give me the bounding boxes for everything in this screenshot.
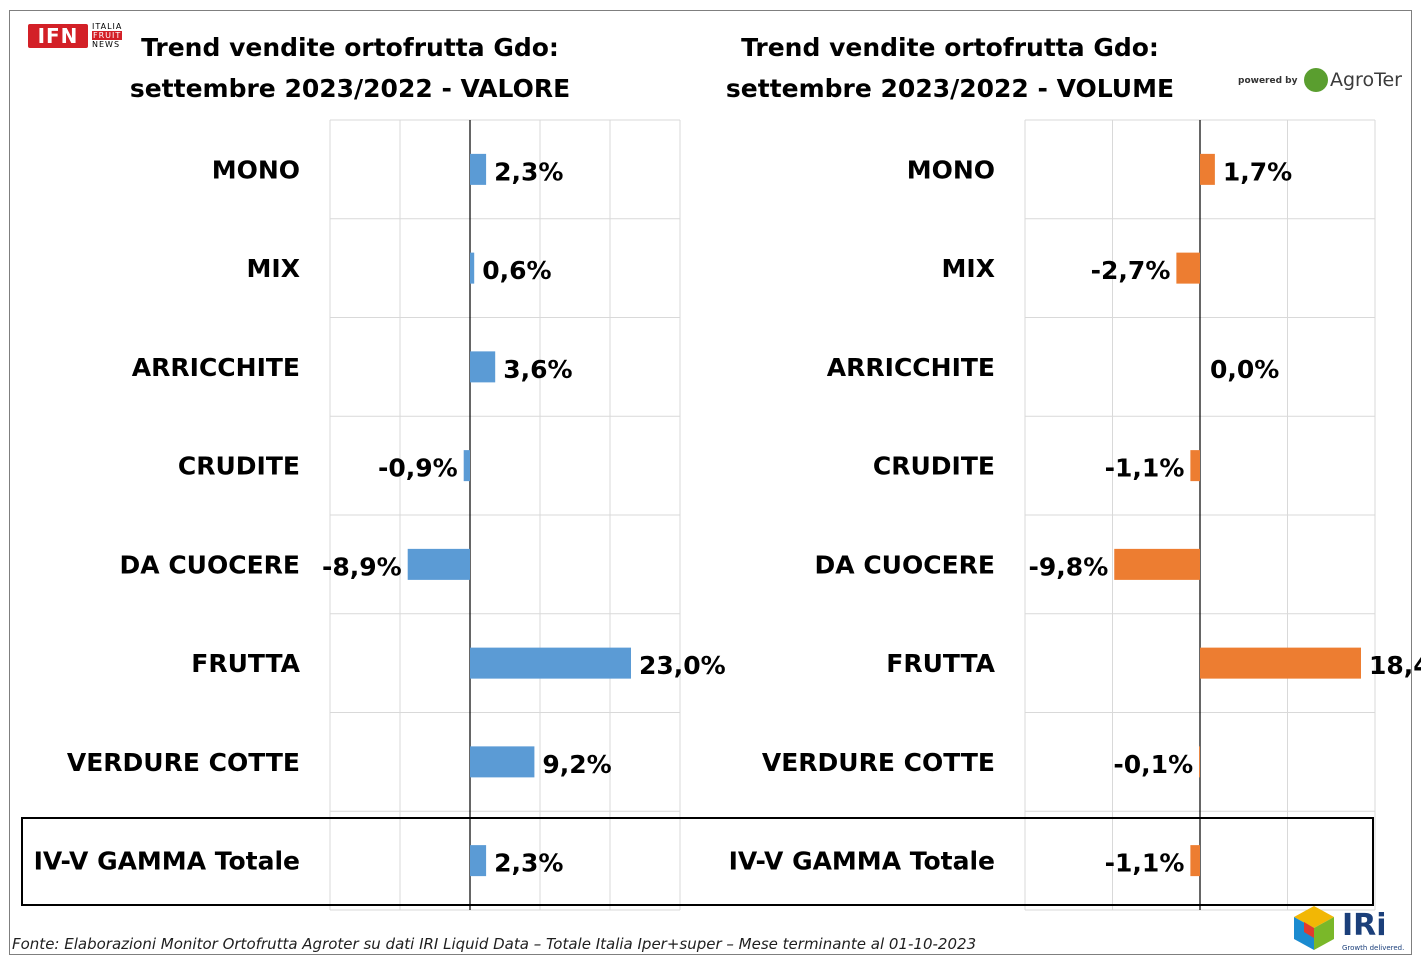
volume-category-label-4: DA CUOCERE xyxy=(815,550,995,579)
iri-logo-text: IRi xyxy=(1342,908,1387,943)
volume-data-label-0: 1,7% xyxy=(1223,157,1292,186)
total-row-highlight-box xyxy=(21,817,1374,906)
source-note: Fonte: Elaborazioni Monitor Ortofrutta A… xyxy=(12,935,977,953)
volume-category-label-3: CRUDITE xyxy=(873,452,995,481)
ifn-logo-subtext: ITALIA FRUIT NEWS xyxy=(92,22,123,49)
iri-tagline: Growth delivered. xyxy=(1342,944,1405,952)
volume-category-label-7: IV-V GAMMA Totale xyxy=(729,847,995,876)
valore-data-label-7: 2,3% xyxy=(494,849,563,878)
ifn-logo-text: IFN xyxy=(28,24,88,48)
valore-category-label-0: MONO xyxy=(212,155,300,184)
valore-bar-3 xyxy=(463,450,470,482)
volume-data-label-6: -0,1% xyxy=(1113,750,1193,779)
volume-bar-6 xyxy=(1199,746,1200,778)
valore-data-label-6: 9,2% xyxy=(542,750,611,779)
valore-bar-4 xyxy=(407,548,470,580)
volume-category-label-6: VERDURE COTTE xyxy=(762,748,995,777)
volume-bar-4 xyxy=(1114,548,1200,580)
volume-bar-3 xyxy=(1190,450,1200,482)
valore-bar-1 xyxy=(470,252,475,284)
valore-category-label-2: ARRICCHITE xyxy=(132,353,300,382)
chart-frame xyxy=(9,10,1412,955)
leaf-icon xyxy=(1304,68,1328,92)
ifn-logo: IFN ITALIA FRUIT NEWS xyxy=(28,22,132,50)
valore-bar-5 xyxy=(470,647,631,679)
volume-bar-5 xyxy=(1200,647,1361,679)
iri-cube-icon xyxy=(1294,906,1334,950)
valore-bar-2 xyxy=(470,351,496,383)
valore-category-label-1: MIX xyxy=(247,254,300,283)
volume-data-label-4: -9,8% xyxy=(1029,552,1109,581)
iri-logo: IRi Growth delivered. xyxy=(1292,904,1412,956)
valore-bar-7 xyxy=(470,845,487,877)
valore-bar-0 xyxy=(470,153,487,185)
agroter-logo-text: AgroTer xyxy=(1330,69,1402,91)
valore-data-label-4: -8,9% xyxy=(322,552,402,581)
volume-bar-1 xyxy=(1176,252,1200,284)
valore-category-label-4: DA CUOCERE xyxy=(120,550,300,579)
volume-category-label-1: MIX xyxy=(942,254,995,283)
valore-data-label-1: 0,6% xyxy=(482,256,551,285)
valore-data-label-2: 3,6% xyxy=(503,355,572,384)
volume-data-label-2: 0,0% xyxy=(1210,355,1279,384)
volume-data-label-5: 18,4% xyxy=(1369,651,1421,680)
volume-bar-0 xyxy=(1200,153,1215,185)
volume-data-label-3: -1,1% xyxy=(1105,454,1185,483)
valore-bar-6 xyxy=(470,746,535,778)
valore-data-label-3: -0,9% xyxy=(378,454,458,483)
valore-data-label-0: 2,3% xyxy=(494,157,563,186)
volume-data-label-1: -2,7% xyxy=(1091,256,1171,285)
volume-category-label-2: ARRICCHITE xyxy=(827,353,995,382)
chart-title-volume: Trend vendite ortofrutta Gdo: settembre … xyxy=(725,33,1175,103)
valore-data-label-5: 23,0% xyxy=(639,651,726,680)
volume-bar-7 xyxy=(1190,845,1200,877)
volume-category-label-5: FRUTTA xyxy=(886,649,995,678)
chart-title-valore: Trend vendite ortofrutta Gdo: settembre … xyxy=(129,33,571,103)
agroter-logo: powered by AgroTer xyxy=(1238,66,1402,96)
volume-category-label-0: MONO xyxy=(907,155,995,184)
valore-category-label-6: VERDURE COTTE xyxy=(67,748,300,777)
valore-category-label-7: IV-V GAMMA Totale xyxy=(34,847,300,876)
powered-by-text: powered by xyxy=(1238,76,1298,86)
valore-category-label-3: CRUDITE xyxy=(178,452,300,481)
volume-data-label-7: -1,1% xyxy=(1105,849,1185,878)
valore-category-label-5: FRUTTA xyxy=(191,649,300,678)
